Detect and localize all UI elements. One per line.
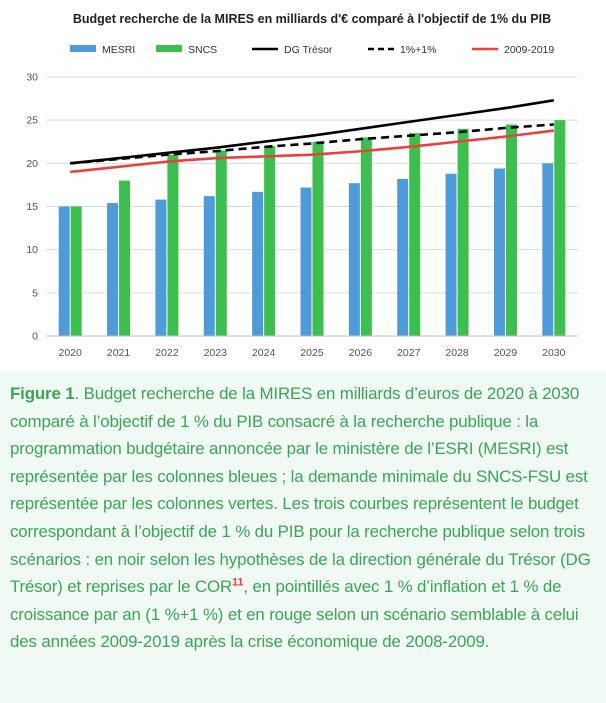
bar-mesri-2027: [397, 178, 409, 336]
x-tick-label-2027: 2027: [397, 347, 421, 359]
line-2009-2019: [70, 129, 554, 174]
line-1-1-: [70, 123, 554, 165]
legend-swatch-mesri: [70, 45, 96, 52]
x-tick-label-2026: 2026: [349, 347, 373, 359]
bar-sncs-2026: [360, 137, 372, 336]
y-tick-label-25: 25: [26, 115, 38, 127]
bar-sncs-2021: [119, 180, 131, 336]
legend-label-dg-tr-sor: DG Trésor: [284, 44, 333, 56]
x-tick-label-2024: 2024: [252, 347, 276, 359]
x-tick-label-2028: 2028: [445, 347, 469, 359]
caption-block: Figure 1. Budget recherche de la MIRES e…: [0, 372, 606, 703]
figure-caption: Figure 1. Budget recherche de la MIRES e…: [10, 380, 596, 656]
bar-sncs-2028: [457, 128, 469, 336]
x-tick-label-2029: 2029: [494, 347, 518, 359]
bar-mesri-2026: [348, 183, 360, 336]
y-tick-label-30: 30: [26, 72, 38, 84]
caption-reference: 11: [232, 576, 244, 589]
caption-text: . Budget recherche de la MIRES en millia…: [10, 384, 591, 597]
legend-label-1-1-: 1%+1%: [400, 44, 436, 56]
x-tick-label-2020: 2020: [59, 347, 83, 359]
bar-sncs-2023: [215, 150, 227, 336]
bar-sncs-2027: [409, 133, 421, 336]
bar-mesri-2030: [542, 163, 554, 336]
bar-mesri-2020: [58, 206, 70, 336]
legend-label-mesri: MESRI: [102, 44, 135, 56]
bar-sncs-2020: [70, 206, 82, 336]
x-tick-label-2023: 2023: [204, 347, 228, 359]
bar-mesri-2025: [300, 187, 312, 336]
bar-mesri-2028: [445, 173, 457, 336]
x-tick-label-2021: 2021: [107, 347, 131, 359]
y-tick-label-20: 20: [26, 158, 38, 170]
y-tick-label-0: 0: [32, 331, 38, 343]
legend-label-2009-2019: 2009-2019: [504, 44, 554, 56]
x-tick-label-2025: 2025: [300, 347, 324, 359]
bar-sncs-2029: [505, 124, 517, 336]
bar-mesri-2022: [155, 199, 167, 336]
figure-label: Figure 1: [10, 384, 75, 403]
caption-text-after: , en pointillés avec 1 % d’inflation et …: [10, 577, 579, 652]
bar-mesri-2023: [203, 196, 215, 336]
y-tick-label-5: 5: [32, 287, 38, 299]
bar-sncs-2022: [167, 154, 179, 336]
bar-mesri-2024: [252, 191, 264, 336]
chart-panel: Budget recherche de la MIRES en milliard…: [14, 4, 592, 372]
legend-label-sncs: SNCS: [188, 44, 217, 56]
bar-sncs-2024: [264, 146, 276, 336]
x-tick-label-2022: 2022: [155, 347, 179, 359]
bar-mesri-2029: [493, 168, 505, 336]
y-tick-label-15: 15: [26, 201, 38, 213]
bar-sncs-2025: [312, 141, 324, 336]
line-dg-tr-sor: [70, 99, 555, 165]
x-tick-label-2030: 2030: [542, 347, 566, 359]
y-tick-label-10: 10: [26, 244, 38, 256]
legend-swatch-sncs: [156, 45, 182, 52]
chart-svg: Budget recherche de la MIRES en milliard…: [26, 12, 578, 359]
bar-sncs-2030: [554, 120, 566, 337]
chart-title: Budget recherche de la MIRES en milliard…: [73, 12, 551, 26]
bar-mesri-2021: [107, 203, 119, 336]
